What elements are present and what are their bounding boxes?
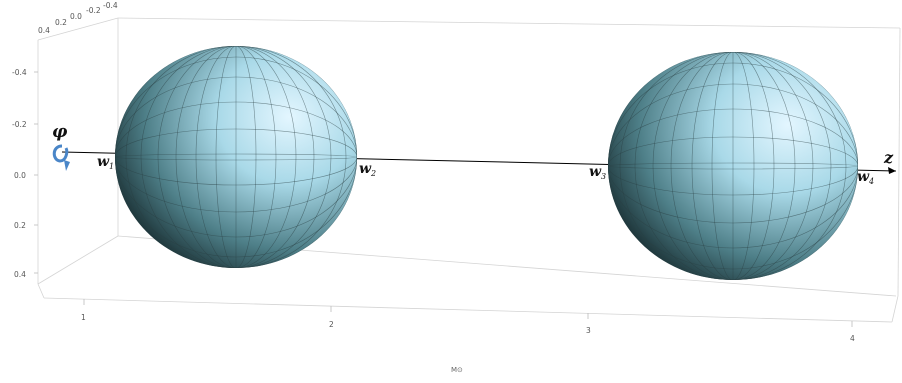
top-tick-label: 0.4 [38, 26, 50, 35]
top-tick-label: -0.2 [86, 6, 101, 15]
top-tick-label: 0.0 [70, 12, 82, 21]
svg-text:4: 4 [868, 177, 874, 186]
left-tick-label: 0.2 [14, 221, 26, 230]
sphere-1 [115, 46, 357, 268]
left-tick-label: -0.2 [12, 120, 27, 129]
point-label-w3: w 3 [589, 164, 606, 181]
bottom-tick-label: 3 [586, 326, 591, 335]
rotation-arrow-icon [52, 144, 70, 171]
left-tick-label: -0.4 [12, 68, 27, 77]
svg-text:w: w [359, 161, 372, 177]
z-axis-arrowhead [888, 167, 896, 174]
svg-text:2: 2 [370, 169, 376, 178]
point-label-w2: w 2 [359, 161, 376, 178]
z-axis-label: z [883, 148, 894, 167]
point-label-w4: w 4 [857, 169, 874, 186]
top-axis-labels: 0.4 0.2 0.0 -0.2 -0.4 [38, 1, 118, 35]
left-tick-label: 0.0 [14, 171, 26, 180]
left-tick-label: 0.4 [14, 270, 26, 279]
svg-text:w: w [589, 164, 602, 180]
svg-text:1: 1 [109, 162, 114, 171]
svg-text:3: 3 [601, 172, 606, 181]
left-axis-labels: -0.4 -0.2 0.0 0.2 0.4 [12, 68, 27, 279]
sphere-2 [608, 52, 858, 280]
svg-text:w: w [97, 154, 110, 170]
bottom-tick-label: 4 [850, 334, 855, 343]
top-tick-label: -0.4 [103, 1, 118, 10]
phi-rotation: φ [52, 122, 70, 171]
left-axis-ticks [34, 71, 38, 274]
point-label-w1: w 1 [97, 154, 114, 171]
svg-text:w: w [857, 169, 870, 185]
bottom-tick-label: 2 [329, 320, 334, 329]
top-tick-label: 0.2 [55, 18, 67, 27]
phi-label: φ [52, 122, 68, 142]
bottom-tick-label: 1 [81, 313, 86, 322]
x-axis-label: M⊙ [451, 366, 463, 374]
bottom-axis-labels: 1 2 3 4 [81, 299, 855, 343]
